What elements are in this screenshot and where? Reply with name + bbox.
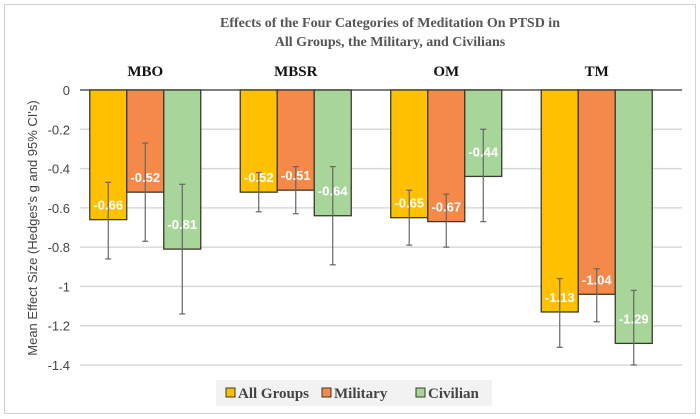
y-tick-label: -1.2 xyxy=(48,319,70,334)
chart-frame xyxy=(4,4,696,414)
bar xyxy=(577,89,616,295)
y-tick-label: 0 xyxy=(63,83,70,98)
data-label: -0.65 xyxy=(394,196,424,211)
data-label: -0.52 xyxy=(130,170,160,185)
category-label: MBO xyxy=(127,64,163,80)
chart-title-line-2: All Groups, the Military, and Civilians xyxy=(275,35,506,50)
data-label: -1.13 xyxy=(545,290,575,305)
y-tick-label: -0.6 xyxy=(48,201,70,216)
data-label: -0.44 xyxy=(468,144,498,159)
data-label: -0.66 xyxy=(93,198,123,213)
data-label: -0.67 xyxy=(431,200,461,215)
legend-swatch xyxy=(321,387,332,398)
y-tick-label: -0.4 xyxy=(48,162,70,177)
y-tick-label: -0.8 xyxy=(48,240,70,255)
data-label: -0.51 xyxy=(281,168,311,183)
bar xyxy=(614,89,653,345)
data-label: -0.64 xyxy=(318,184,348,199)
data-label: -1.29 xyxy=(619,311,649,326)
legend-swatch xyxy=(225,387,236,398)
y-tick-label: -1 xyxy=(58,279,70,294)
data-label: -0.81 xyxy=(167,217,197,232)
y-tick-label: -0.2 xyxy=(48,122,70,137)
bar xyxy=(540,89,579,313)
category-label: MBSR xyxy=(274,64,318,80)
y-axis-label: Mean Effect Size (Hedges's g and 95% CI'… xyxy=(25,100,40,355)
data-label: -1.04 xyxy=(582,272,612,287)
data-label: -0.52 xyxy=(244,170,274,185)
legend-box xyxy=(216,380,492,406)
legend-label: All Groups xyxy=(238,386,309,402)
legend-swatch xyxy=(415,387,426,398)
category-label: TM xyxy=(585,64,609,80)
category-label: OM xyxy=(433,64,459,80)
chart-title-line-1: Effects of the Four Categories of Medita… xyxy=(220,16,560,31)
y-tick-label: -1.4 xyxy=(48,358,70,373)
legend-label: Military xyxy=(334,386,388,402)
legend-label: Civilian xyxy=(428,386,480,402)
